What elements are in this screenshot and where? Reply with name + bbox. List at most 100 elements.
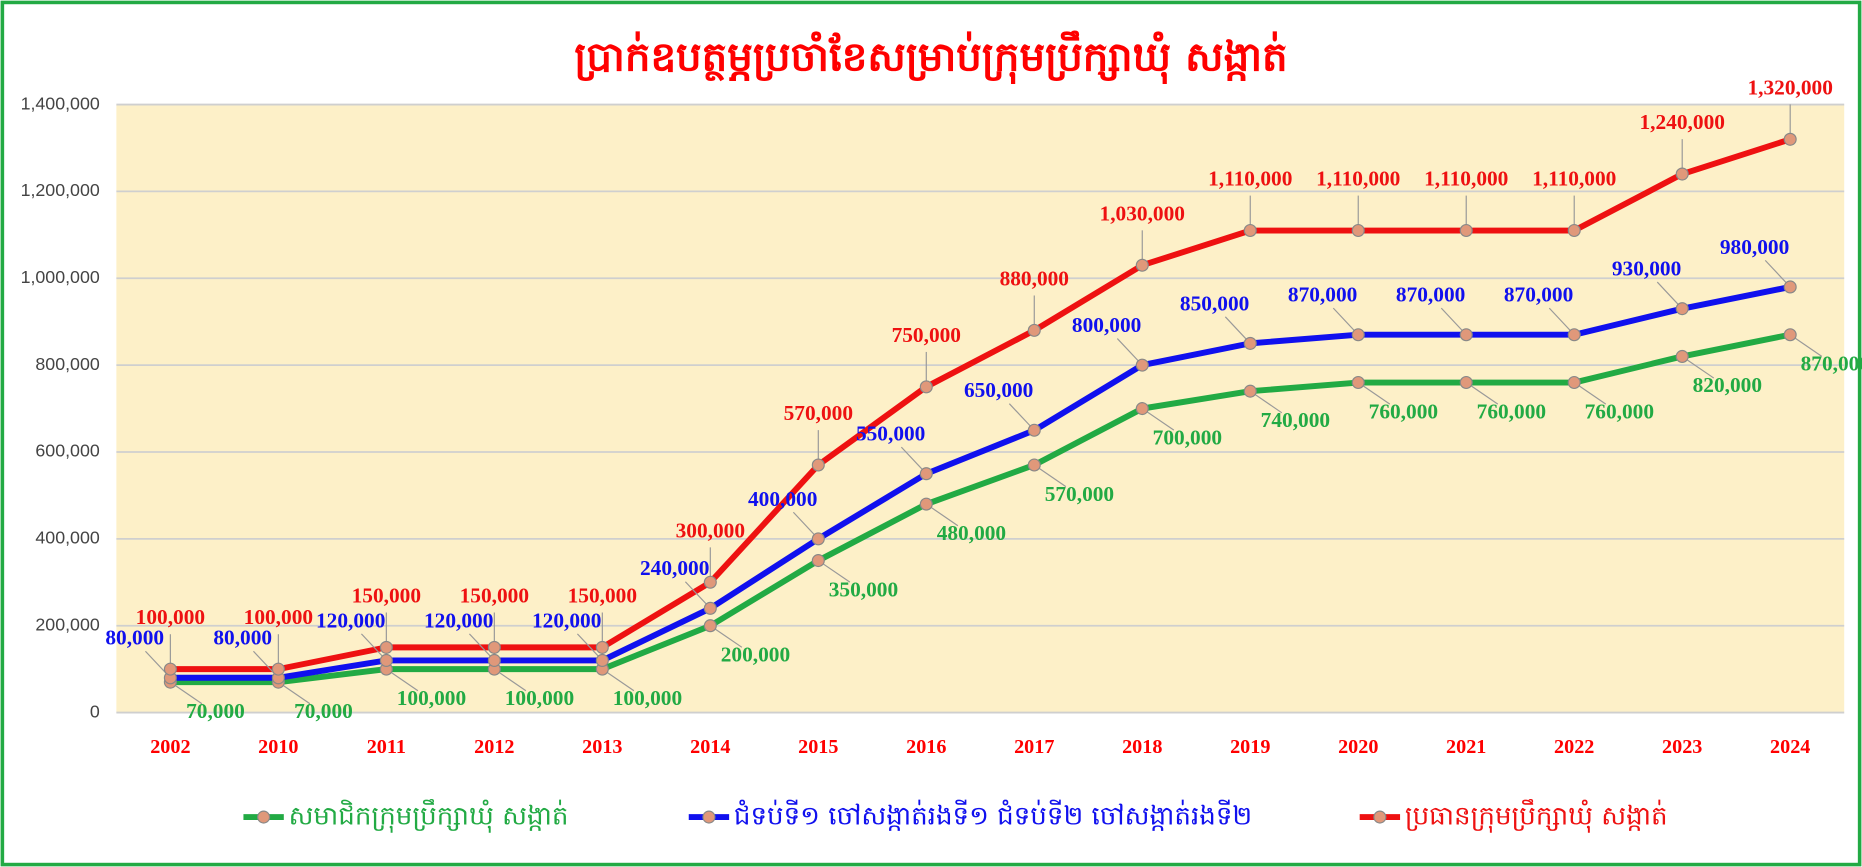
data-label: 870,000 [1396, 283, 1465, 307]
data-label: 1,110,000 [1424, 167, 1508, 191]
data-label: 570,000 [1045, 482, 1114, 506]
x-tick-label: 2014 [690, 736, 730, 758]
legend-label: ជំទប់ទី១ ចៅសង្កាត់រងទី១ ជំទប់ទី២ ចៅសង្កា… [734, 800, 1252, 832]
data-label: 100,000 [613, 686, 682, 710]
series-line [170, 136, 1792, 673]
data-point [703, 619, 717, 633]
data-label: 880,000 [1000, 266, 1069, 290]
data-label: 150,000 [568, 583, 637, 607]
data-label: 300,000 [676, 518, 745, 542]
x-tick-label: 2013 [582, 736, 622, 758]
legend-label: សមាជិកក្រុមប្រឹក្សាឃុំ សង្កាត់ [289, 799, 569, 834]
data-point [1783, 328, 1797, 342]
data-point [811, 554, 825, 568]
data-point [811, 532, 825, 546]
x-tick-label: 2015 [798, 736, 838, 758]
y-tick-label: 800,000 [35, 354, 99, 374]
data-label: 120,000 [532, 608, 601, 632]
data-label: 930,000 [1612, 257, 1681, 281]
legend-label: ប្រធានក្រុមប្រឹក្សាឃុំ សង្កាត់ [1405, 799, 1668, 834]
x-tick-label: 2023 [1662, 736, 1702, 758]
data-label: 480,000 [937, 521, 1006, 545]
data-label: 760,000 [1477, 399, 1546, 423]
data-point [703, 575, 717, 589]
data-label: 100,000 [505, 686, 574, 710]
data-label: 1,110,000 [1316, 167, 1400, 191]
data-point [379, 640, 393, 654]
y-tick-label: 1,400,000 [21, 93, 100, 113]
x-tick-label: 2002 [150, 736, 190, 758]
data-point [487, 653, 501, 667]
x-tick-label: 2012 [474, 736, 514, 758]
data-label: 760,000 [1585, 399, 1654, 423]
x-tick-label: 2019 [1230, 736, 1270, 758]
data-point [1027, 423, 1041, 437]
x-tick-label: 2020 [1338, 736, 1378, 758]
x-tick-label: 2011 [367, 736, 406, 758]
data-label: 740,000 [1261, 408, 1330, 432]
data-point [1459, 223, 1473, 238]
x-tick-label: 2017 [1014, 736, 1054, 758]
x-tick-label: 2010 [258, 736, 298, 758]
data-point [1783, 280, 1797, 294]
x-tick-label: 2021 [1446, 736, 1486, 758]
data-label: 80,000 [105, 626, 164, 650]
data-label: 70,000 [186, 699, 245, 723]
data-point [919, 467, 933, 481]
data-point [595, 640, 609, 654]
plot-area [116, 104, 1845, 713]
data-label: 570,000 [784, 401, 853, 425]
x-tick-label: 2018 [1122, 736, 1162, 758]
data-label: 550,000 [856, 422, 925, 446]
data-label: 1,030,000 [1100, 201, 1185, 225]
data-point [919, 380, 933, 394]
data-point [1675, 349, 1689, 363]
x-tick-label: 2024 [1770, 736, 1810, 758]
data-point [1783, 132, 1797, 146]
data-label: 400,000 [748, 487, 817, 511]
y-tick-label: 600,000 [35, 441, 99, 461]
data-point [919, 497, 933, 511]
data-label: 120,000 [424, 608, 493, 632]
data-point [595, 653, 609, 667]
data-label: 1,110,000 [1532, 167, 1616, 191]
y-tick-label: 200,000 [35, 614, 99, 634]
y-tick-label: 0 [90, 701, 100, 721]
data-point [1135, 358, 1149, 372]
data-point [1027, 458, 1041, 472]
data-label: 150,000 [460, 583, 529, 607]
data-point [1135, 402, 1149, 416]
legend-marker [257, 810, 271, 824]
y-tick-label: 400,000 [35, 528, 99, 548]
data-label: 120,000 [316, 608, 385, 632]
data-label: 200,000 [721, 642, 790, 666]
data-label: 70,000 [294, 699, 353, 723]
data-point [1567, 375, 1581, 390]
data-label: 870,000 [1288, 283, 1357, 307]
data-label: 1,320,000 [1747, 75, 1832, 99]
data-label: 870,000 [1801, 352, 1862, 376]
data-point [1135, 258, 1149, 272]
data-point [1567, 328, 1581, 342]
data-point [1675, 167, 1689, 181]
data-point [1567, 223, 1581, 238]
data-point [1243, 223, 1257, 238]
data-label: 240,000 [640, 556, 709, 580]
data-label: 1,110,000 [1208, 167, 1292, 191]
data-point [1027, 323, 1041, 337]
data-point [1351, 328, 1365, 342]
data-label: 820,000 [1693, 373, 1762, 397]
data-label: 100,000 [136, 605, 205, 629]
data-label: 1,240,000 [1639, 110, 1724, 134]
data-point [163, 662, 177, 676]
data-label: 800,000 [1072, 313, 1141, 337]
y-tick-label: 1,000,000 [21, 267, 100, 287]
data-point [1351, 375, 1365, 390]
legend-marker [1373, 810, 1387, 824]
data-label: 150,000 [352, 583, 421, 607]
data-point [703, 601, 717, 615]
data-label: 850,000 [1180, 291, 1249, 315]
data-label: 100,000 [244, 605, 313, 629]
series-line [170, 331, 1791, 686]
